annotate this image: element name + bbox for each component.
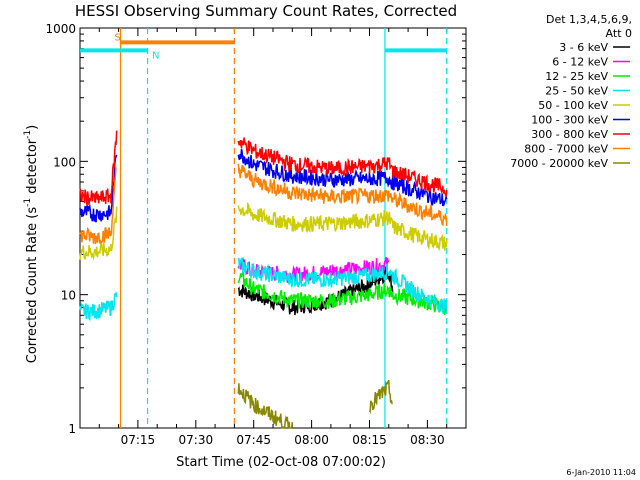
y-tick-label-1: 10 [61,289,76,303]
series-line-7 [79,163,448,245]
y-axis-label-mid: detector [25,138,40,198]
x-axis-label: Start Time (02-Oct-08 07:00:02) [176,455,386,470]
legend-label-8: 7000 - 20000 keV [510,157,608,170]
series-line-2 [237,269,448,315]
y-tick-label-2: 100 [53,155,76,169]
interval-bars: SN [80,32,447,61]
legend-label-0: 3 - 6 keV [559,41,608,54]
legend-label-6: 300 - 800 keV [531,128,608,141]
x-tick-label-1: 07:30 [179,433,214,447]
y-axis-label-sup-2: -1 [23,130,33,139]
y-tick-label-0: 1 [68,422,76,436]
series-group [79,130,448,429]
y-axis-label-sup-1: -1 [23,198,33,207]
series-line-4 [79,201,448,261]
legend-label-3: 25 - 50 keV [545,85,608,98]
legend-label-7: 800 - 7000 keV [524,143,608,156]
legend-label-5: 100 - 300 keV [531,114,608,127]
x-tick-label-2: 07:45 [236,433,271,447]
plot-frame [79,27,467,429]
y-axis-label-prefix: Corrected Count Rate (s [25,207,40,364]
y-axis-label: Corrected Count Rate (s-1 detector-1) [23,125,40,363]
x-tick-label-0: 07:15 [121,433,156,447]
legend-label-1: 6 - 12 keV [552,56,608,69]
series-line-6 [79,130,448,206]
x-tick-label-4: 08:15 [352,433,387,447]
timestamp: 6-Jan-2010 11:04 [566,468,636,477]
vertical-markers [119,28,448,428]
y-axis-label-close: ) [25,125,40,130]
legend-header-1: Att 0 [606,27,632,40]
interval-label-0: S [115,32,121,43]
legend-label-2: 12 - 25 keV [545,70,608,83]
legend: Det 1,3,4,5,6,9,Att 03 - 6 keV 6 - 12 keV… [510,13,632,170]
y-tick-label-3: 1000 [45,22,76,36]
chart-title: HESSI Observing Summary Count Rates, Cor… [75,2,457,20]
series-line-8 [237,379,393,429]
series-line-5 [79,148,448,223]
x-tick-label-3: 08:00 [294,433,329,447]
interval-label-1: N [152,50,159,61]
series-line-3 [79,257,448,322]
x-tick-label-5: 08:30 [410,433,445,447]
legend-label-4: 50 - 100 keV [538,99,608,112]
legend-header-0: Det 1,3,4,5,6,9, [546,13,632,26]
